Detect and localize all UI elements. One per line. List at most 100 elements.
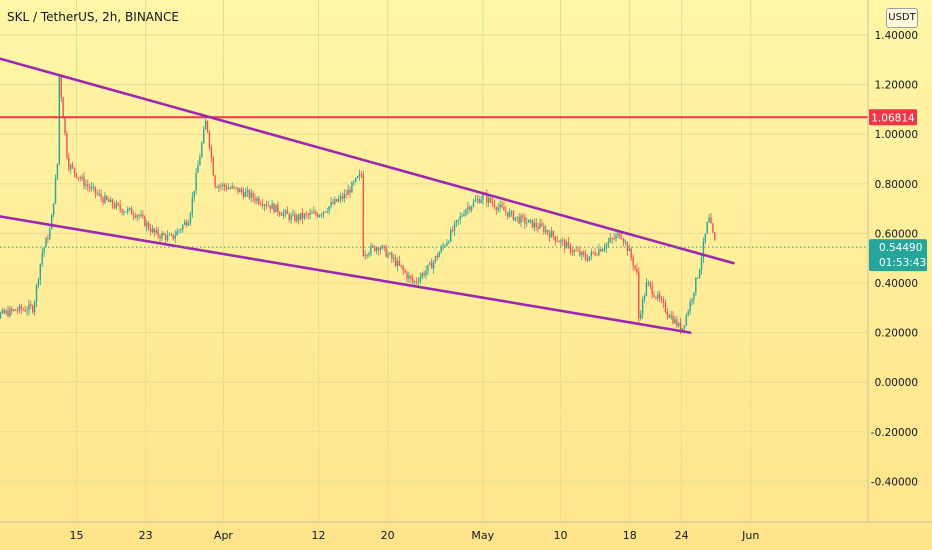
candle-body — [157, 229, 159, 236]
candle-body — [134, 215, 137, 218]
candle-body — [256, 198, 258, 201]
candle-body — [330, 202, 332, 207]
candle-body — [360, 173, 363, 175]
x-tick-label: 15 — [70, 529, 84, 542]
candle-body — [584, 254, 587, 259]
candle-body — [98, 193, 100, 195]
candle-body — [206, 120, 209, 132]
candle-body — [486, 194, 488, 203]
time-axis[interactable]: 15 23 Apr 12 20 May 10 18 24 Jun — [70, 529, 760, 542]
candle-body — [712, 223, 714, 233]
candle-body — [155, 229, 157, 233]
candle-body — [282, 212, 285, 216]
candle-body — [336, 199, 338, 202]
candle-body — [318, 215, 321, 217]
candle-body — [79, 177, 81, 179]
candle-body — [621, 237, 623, 239]
candle-body — [220, 185, 222, 187]
upper-trendline[interactable] — [0, 50, 735, 265]
candle-body — [178, 230, 180, 232]
candle-body — [522, 215, 524, 218]
candle-body — [233, 186, 235, 188]
candle-body — [311, 212, 313, 214]
candle-body — [51, 214, 53, 230]
candle-body — [489, 197, 492, 203]
candle-body — [151, 228, 154, 233]
candle-body — [488, 197, 490, 203]
candle-body — [328, 206, 330, 212]
candle-body — [518, 216, 520, 224]
candle-body — [383, 245, 385, 247]
candle-body — [176, 231, 178, 236]
candle-body — [598, 249, 600, 255]
candle-body — [81, 176, 83, 179]
candle-body — [349, 189, 351, 193]
candle-body — [22, 309, 24, 311]
candle-body — [334, 199, 336, 204]
candle-body — [117, 203, 119, 205]
x-tick-label: 23 — [139, 529, 153, 542]
candle-body — [184, 221, 186, 225]
candle-body — [313, 211, 315, 214]
currency-button[interactable]: USDT — [886, 8, 918, 28]
drawings[interactable] — [0, 50, 868, 334]
candle-body — [666, 311, 669, 316]
candle-body — [550, 231, 553, 238]
candle-body — [7, 310, 9, 317]
candle-body — [546, 229, 549, 233]
candle-body — [279, 212, 281, 215]
candle-body — [358, 173, 361, 177]
candle-body — [123, 211, 125, 213]
candle-body — [448, 241, 450, 243]
candle-body — [638, 271, 640, 319]
x-tick-label: Jun — [741, 529, 759, 542]
candle-body — [613, 238, 615, 240]
candle-body — [351, 182, 353, 193]
candle-body — [693, 292, 695, 300]
candle-body — [421, 273, 423, 278]
candle-body — [187, 223, 190, 226]
candle-body — [108, 199, 110, 203]
candle-body — [66, 133, 68, 158]
candle-body — [136, 215, 138, 218]
candle-body — [248, 190, 251, 198]
lower-trendline[interactable] — [0, 211, 692, 334]
candle-body — [453, 223, 456, 231]
candle-body — [324, 211, 327, 213]
candle-body — [459, 216, 461, 220]
candle-body — [655, 297, 657, 299]
candle-body — [664, 302, 667, 312]
candle-body — [590, 251, 593, 257]
candle-body — [322, 211, 325, 215]
candle-body — [565, 242, 568, 249]
y-tick-label: 0.00000 — [875, 377, 918, 389]
y-tick-label: -0.40000 — [871, 476, 918, 488]
candle-body — [208, 131, 211, 148]
candle-body — [368, 253, 370, 256]
candle-body — [30, 304, 32, 307]
candle-body — [13, 309, 15, 311]
candle-body — [332, 202, 334, 204]
candle-body — [463, 214, 465, 216]
price-axis[interactable]: 1.40000 1.20000 1.00000 0.80000 0.60000 0.400… — [871, 30, 918, 488]
candle-body — [442, 245, 444, 248]
candle-body — [394, 258, 397, 266]
y-tick-label: 0.20000 — [875, 328, 918, 340]
candle-body — [119, 204, 121, 210]
candle-body — [535, 222, 537, 228]
candle-body — [482, 194, 484, 200]
candle-body — [263, 204, 266, 207]
candle-body — [600, 249, 602, 252]
grid — [0, 0, 868, 522]
candle-body — [687, 311, 689, 316]
candle-body — [545, 229, 547, 232]
bar-countdown-label: 01:53:43 — [879, 257, 926, 269]
candle-body — [92, 186, 95, 188]
candle-body — [343, 194, 346, 199]
candle-body — [159, 235, 161, 239]
candle-body — [149, 228, 152, 233]
candle-body — [564, 240, 566, 249]
candle-body — [472, 201, 475, 207]
candle-body — [436, 256, 439, 258]
